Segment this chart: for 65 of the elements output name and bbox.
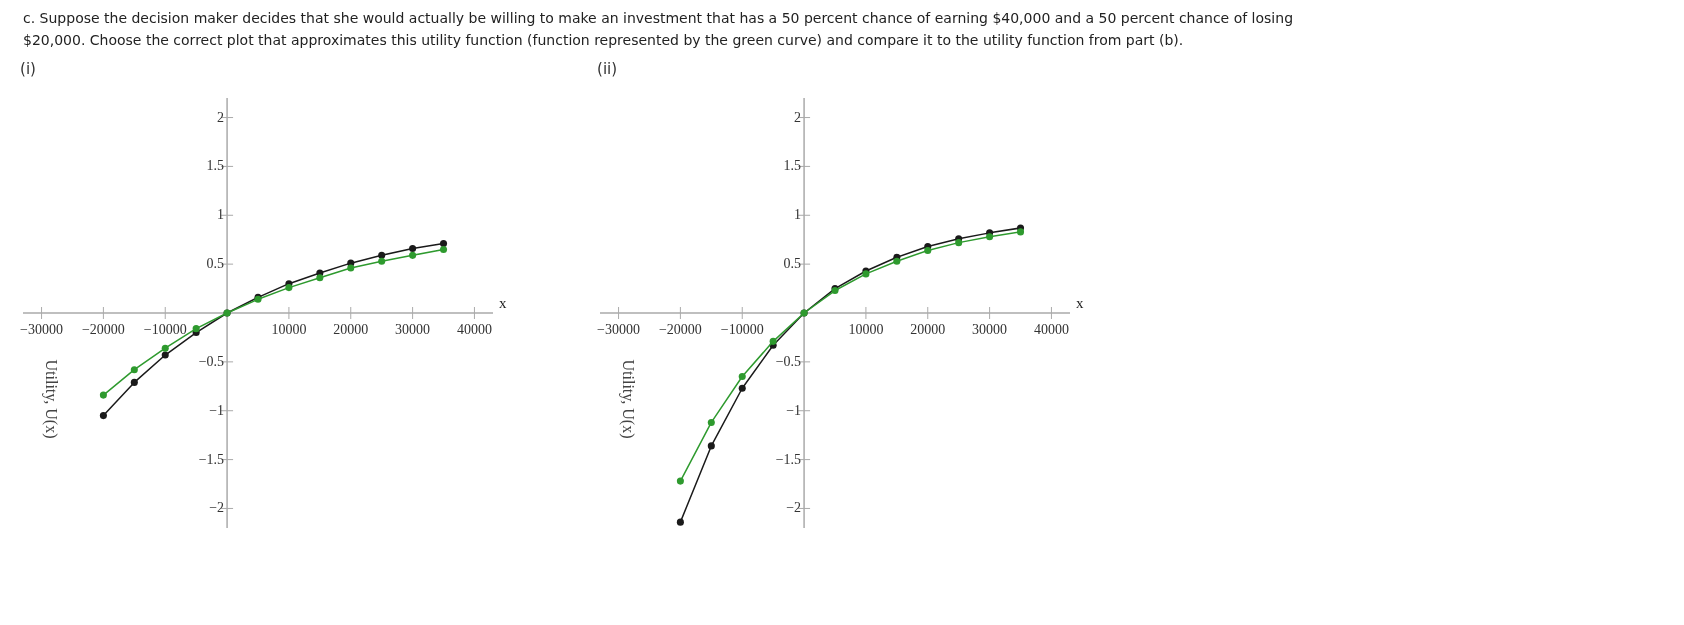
point xyxy=(1016,228,1025,236)
y-tick-label: −1.5 xyxy=(775,451,802,467)
point xyxy=(738,384,746,392)
point xyxy=(316,274,324,282)
x-tick-label: −10000 xyxy=(720,322,764,337)
point xyxy=(130,378,138,386)
y-axis-title: Utility, U(x) xyxy=(619,359,638,439)
chart-title: (ii) xyxy=(597,60,618,79)
y-tick-label: 1.5 xyxy=(783,158,802,174)
x-axis-title: x xyxy=(499,295,507,311)
y-tick-label: −0.5 xyxy=(198,353,225,369)
x-tick-label: 40000 xyxy=(1033,322,1069,337)
x-tick-label: 10000 xyxy=(271,322,307,337)
y-tick-label: −2 xyxy=(209,500,225,516)
y-tick-label: 1 xyxy=(217,207,225,223)
point xyxy=(409,244,417,253)
point xyxy=(378,251,386,259)
text: c. Suppose the decision maker decides that she would actually be willing to make an investment that has a 50 percent chance of earning $40,000 and a 50 percent chance of losing xyxy=(23,10,1294,26)
point xyxy=(161,351,169,359)
point xyxy=(676,477,684,485)
y-tick-label: −1 xyxy=(209,402,225,418)
point xyxy=(769,337,777,345)
y-tick-label: 2 xyxy=(794,109,802,125)
x-tick-label: 30000 xyxy=(395,322,431,337)
point xyxy=(986,233,994,241)
y-tick-label: 0.5 xyxy=(783,256,802,272)
y-tick-label: 1 xyxy=(794,207,802,223)
y-tick-label: 0.5 xyxy=(206,256,225,272)
point xyxy=(192,325,200,333)
x-tick-label: −10000 xyxy=(143,322,187,337)
point xyxy=(161,344,169,352)
x-tick-label: 20000 xyxy=(333,322,369,337)
point xyxy=(676,518,684,526)
point xyxy=(707,442,715,450)
point xyxy=(893,257,901,265)
x-tick-label: −30000 xyxy=(20,322,64,337)
point xyxy=(439,245,448,254)
x-axis-title: x xyxy=(1076,295,1084,311)
y-tick-label: −0.5 xyxy=(775,353,802,369)
text: $20,000. Choose the correct plot that approximates this utility function (function represented by the green curve) and compare it to the utility function from part (b). xyxy=(23,32,1184,48)
point xyxy=(738,372,746,381)
x-tick-label: −20000 xyxy=(81,322,125,337)
point xyxy=(439,240,448,248)
point xyxy=(707,418,715,426)
y-tick-label: 2 xyxy=(217,109,225,125)
x-tick-label: 40000 xyxy=(456,322,492,337)
point xyxy=(409,251,417,259)
x-tick-label: −20000 xyxy=(658,322,702,337)
x-tick-label: 20000 xyxy=(910,322,946,337)
point xyxy=(130,366,138,374)
y-tick-label: 1.5 xyxy=(206,158,225,174)
point xyxy=(285,284,293,292)
point xyxy=(378,257,386,265)
y-axis-title: Utility, U(x) xyxy=(42,359,61,439)
point xyxy=(99,391,107,399)
point xyxy=(955,239,963,247)
chart-title: (i) xyxy=(20,60,36,79)
x-tick-label: −30000 xyxy=(597,322,641,337)
y-tick-label: −1.5 xyxy=(198,451,225,467)
point xyxy=(347,264,355,272)
x-tick-label: 10000 xyxy=(848,322,884,337)
y-tick-label: −2 xyxy=(786,500,802,516)
point xyxy=(99,412,107,420)
y-tick-label: −1 xyxy=(786,402,802,418)
x-tick-label: 30000 xyxy=(972,322,1008,337)
